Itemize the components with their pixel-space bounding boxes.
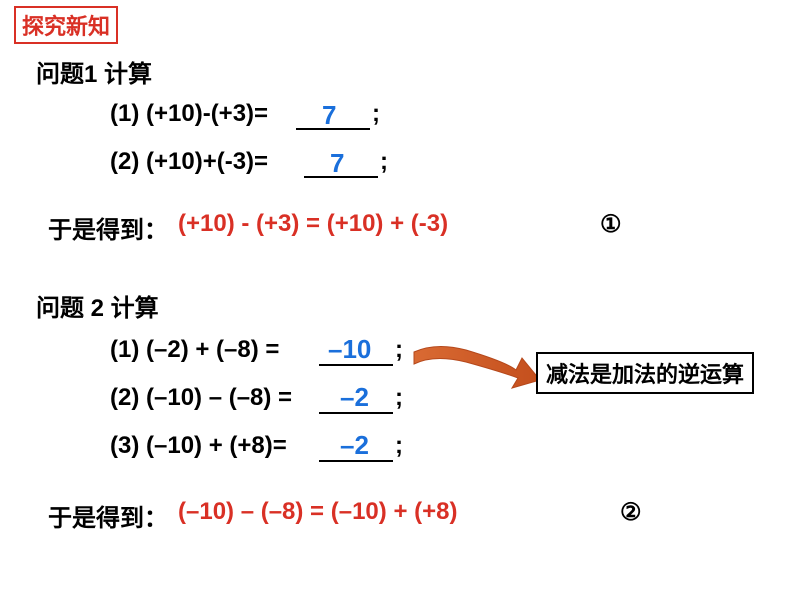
q2-line1-underline [319, 364, 393, 366]
q2-line2-prefix: (2) (–10) – (–8) = [110, 384, 292, 412]
q1-conclusion-equation: (+10) - (+3) = (+10) + (-3) [178, 210, 448, 238]
q2-circled-number: ② [620, 498, 642, 527]
q1-line2-prefix: (2) (+10)+(-3)= [110, 148, 268, 176]
q1-title: 问题1 计算 [36, 54, 152, 89]
q2-line3-prefix: (3) (–10) + (+8)= [110, 432, 287, 460]
q2-line1-prefix: (1) (–2) + (–8) = [110, 336, 279, 364]
q1-line2-suffix: ; [380, 148, 388, 176]
q2-line1-answer: –10 [328, 334, 371, 365]
q2-title: 问题 2 计算 [36, 288, 159, 323]
inverse-operation-note: 减法是加法的逆运算 [536, 352, 754, 394]
q1-conclusion-label: 于是得到： [48, 210, 168, 245]
q2-line3-answer: –2 [340, 430, 369, 461]
q2-line3-underline [319, 460, 393, 462]
q1-line1-answer: 7 [322, 100, 336, 131]
q2-conclusion-label: 于是得到： [48, 498, 168, 533]
q2-line2-suffix: ; [395, 384, 403, 412]
q2-line3-suffix: ; [395, 432, 403, 460]
q1-line2-underline [304, 176, 378, 178]
q1-circled-number: ① [600, 210, 622, 239]
q2-conclusion-equation: (–10) – (–8) = (–10) + (+8) [178, 498, 457, 526]
q1-line1-prefix: (1) (+10)-(+3)= [110, 100, 268, 128]
q2-line2-underline [319, 412, 393, 414]
q1-line2-answer: 7 [330, 148, 344, 179]
q1-line1-suffix: ; [372, 100, 380, 128]
header-box: 探究新知 [14, 6, 118, 44]
q2-line1-suffix: ; [395, 336, 403, 364]
q1-line1-underline [296, 128, 370, 130]
q2-line2-answer: –2 [340, 382, 369, 413]
curved-arrow-icon [406, 340, 546, 410]
